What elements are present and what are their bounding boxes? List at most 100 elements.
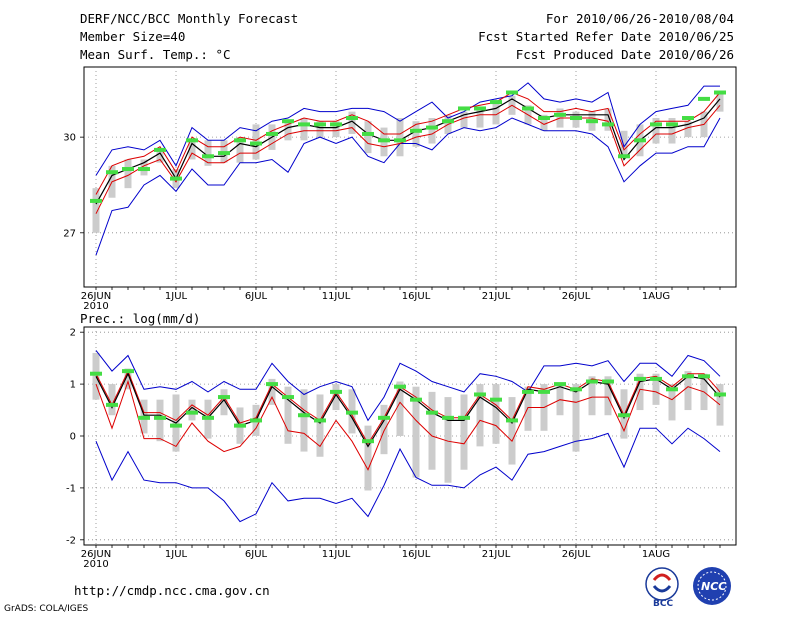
precip-median-marker [490,397,502,402]
precip-median-marker [426,410,438,415]
temp-min-line [95,117,721,256]
precip-median-marker [234,423,246,428]
bcc-logo-text: BCC [653,599,673,608]
precip-median-marker [266,382,278,387]
precip-median-marker [346,410,358,415]
temp-plot-frame [83,66,737,288]
temp-box [396,118,404,157]
precipitation-panel: 26JUN 1JUL 6JUL 11JUL 16JUL 21JUL 26JUL 1AUG201… [66,326,737,570]
precip-median-marker [522,389,534,394]
precip-box [108,384,116,416]
precip-box [396,381,404,436]
precip-median-marker [474,392,486,397]
precip-y-tick-label: 1 [70,380,76,391]
temp-median-marker [522,106,534,111]
precip-median-marker [90,371,102,376]
precip-median-marker [634,376,646,381]
precip-median-marker [602,379,614,384]
temp-x-tick-label: 1AUG [642,291,670,302]
temp-median-marker [666,122,678,127]
temp-median-marker [650,122,662,127]
temp-median-marker [106,170,118,175]
temp-box [476,108,484,128]
precip-box [636,373,644,411]
temp-median-marker [426,125,438,130]
temp-x-year-label: 2010 [83,301,108,312]
precip-median-marker [442,415,454,420]
precip-median-marker [298,413,310,418]
temp-median-marker [330,122,342,127]
precip-x-tick-label: 1JUL [165,549,188,560]
temp-median-marker [202,154,214,159]
logo-area: BCC NCC [645,567,731,608]
temp-median-marker [682,116,694,121]
forecast-produced-label: Fcst Produced Date 2010/06/26 [515,47,734,62]
precip-median-marker [538,389,550,394]
temp-p10-line [95,104,721,214]
source-url[interactable]: http://cmdp.ncc.cma.gov.cn [74,583,270,598]
temp-median-marker [698,96,710,101]
precip-box [588,376,596,416]
precip-box [124,368,132,390]
temp-median-marker [298,122,310,127]
precip-box [492,384,500,444]
temp-box [204,140,212,166]
precip-median-marker [378,415,390,420]
precip-median-marker [186,410,198,415]
temp-x-tick-label: 16JUL [402,291,431,302]
precip-median-marker [650,376,662,381]
temp-box [332,121,340,138]
precip-x-tick-label: 16JUL [402,549,431,560]
temp-box [716,92,724,112]
temp-median-marker [394,138,406,143]
temp-median-marker [410,128,422,133]
precip-plot-frame [83,326,737,546]
temp-median-marker [586,119,598,124]
temp-median-marker [362,131,374,136]
precip-box [684,371,692,411]
temperature-panel: 26JUN 1JUL 6JUL 11JUL 16JUL 21JUL 26JUL 1AUG 201… [63,66,737,312]
precip-median-marker [666,387,678,392]
precip-median-marker [106,402,118,407]
precip-median-marker [570,387,582,392]
precip-median-marker [682,374,694,379]
precip-min-line [95,427,721,523]
temp-box [348,111,356,134]
precip-box [460,394,468,470]
temp-y-tick-label: 27 [63,228,76,239]
precip-box [300,389,308,452]
precip-median-marker [330,389,342,394]
temp-box [492,102,500,125]
temp-median-marker [138,167,150,172]
temp-mean-line [95,98,721,205]
ncc-logo: NCC [693,567,731,605]
temp-median-marker [234,138,246,143]
temp-box [668,118,676,144]
precip-median-marker [586,379,598,384]
precip-y-tick-label: -2 [66,535,76,546]
precip-median-marker [170,423,182,428]
precip-box [284,386,292,444]
precip-box [332,384,340,411]
temp-box [300,118,308,141]
temp-median-marker [266,131,278,136]
precip-median-marker [154,415,166,420]
temp-box [156,149,164,163]
precip-median-marker [394,384,406,389]
temp-median-marker [634,138,646,143]
precip-box [220,389,228,416]
precip-x-year-label: 2010 [83,559,108,570]
precip-box [476,384,484,447]
temp-box [284,121,292,141]
precip-median-marker [698,374,710,379]
temp-median-marker [378,138,390,143]
precip-median-marker [554,382,566,387]
precip-box [604,376,612,416]
temp-box [124,159,132,189]
precip-median-marker [218,395,230,400]
temp-median-marker [602,122,614,127]
temp-median-marker [250,141,262,146]
precip-y-tick-label: 2 [70,328,76,339]
precip-box [508,397,516,465]
